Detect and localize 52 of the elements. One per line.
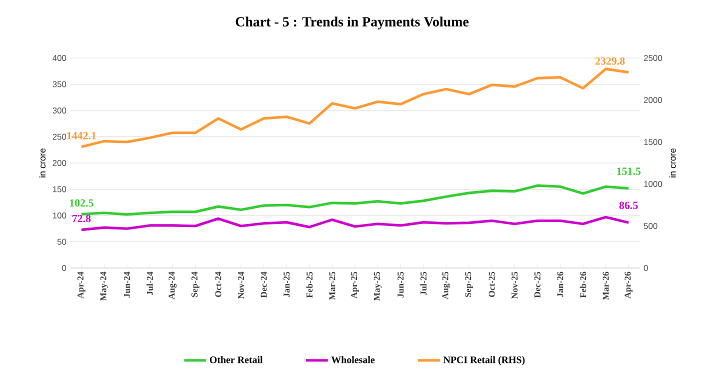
y-tick-label: 150 [52, 186, 66, 192]
y-tick-label: 350 [52, 81, 66, 88]
x-tick-label: May-24 [100, 272, 108, 301]
data-label: 102.5 [70, 199, 94, 207]
x-tick-label: Apr-24 [77, 272, 86, 298]
y2-tick-label: 2000 [644, 97, 662, 103]
x-tick-label: Nov-25 [512, 272, 518, 299]
x-tick-label: Aug-25 [442, 272, 450, 300]
legend-label: Wholesale [331, 356, 375, 364]
x-tick-label: Jul-24 [146, 272, 153, 296]
y-tick-label: 300 [52, 108, 66, 114]
y2-tick-label: 0 [644, 265, 648, 271]
legend-label: NPCI Retail (RHS) [443, 356, 525, 366]
y2-tick-label: 500 [644, 223, 658, 229]
x-tick-label: May-25 [374, 272, 382, 301]
x-tick-label: Dec-25 [534, 272, 540, 298]
x-tick-label: Mar-25 [329, 272, 336, 300]
y-tick-label: 200 [52, 160, 66, 166]
y2-tick-label: 1500 [644, 139, 662, 145]
y-tick-label: 250 [52, 134, 66, 140]
data-label: 86.5 [619, 202, 638, 210]
x-tick-label: Feb-25 [306, 272, 313, 298]
y-tick-label: 100 [52, 212, 66, 218]
x-tick-label: Oct-24 [215, 272, 222, 297]
y2-tick-label: 2500 [644, 55, 662, 61]
x-tick-label: Jun-24 [124, 272, 130, 298]
chart-title: Chart - 5 : Trends in Payments Volume [236, 16, 469, 30]
x-tick-label: Jan-25 [284, 272, 290, 298]
x-tick-label: Nov-24 [238, 272, 244, 299]
x-tick-label: Feb-26 [580, 272, 586, 298]
y-tick-label: 400 [52, 55, 66, 61]
y-tick-label: 0 [62, 265, 66, 271]
x-tick-label: Jul-25 [420, 272, 427, 296]
x-tick-label: Apr-25 [351, 272, 359, 298]
x-tick-label: Sep-25 [465, 272, 473, 297]
x-tick-label: Sep-24 [191, 272, 200, 297]
data-label: 2329.8 [595, 57, 625, 65]
x-tick-label: Oct-25 [488, 272, 495, 297]
y2-axis-title: in crore [669, 148, 676, 178]
x-tick-label: Jan-26 [557, 272, 564, 298]
x-tick-label: Aug-24 [168, 272, 177, 300]
y2-tick-label: 1000 [644, 181, 662, 187]
data-label: 1442.1 [67, 132, 96, 140]
legend-label: Other Retail [210, 356, 263, 364]
x-tick-label: Mar-26 [602, 272, 609, 300]
x-tick-label: Dec-24 [260, 272, 267, 298]
y-axis-title: in crore [38, 148, 46, 178]
y-tick-label: 50 [57, 238, 66, 245]
data-label: 72.8 [72, 214, 91, 222]
x-tick-label: Jun-25 [398, 272, 404, 298]
data-label: 151.5 [617, 168, 641, 175]
x-tick-label: Apr-26 [624, 272, 633, 298]
